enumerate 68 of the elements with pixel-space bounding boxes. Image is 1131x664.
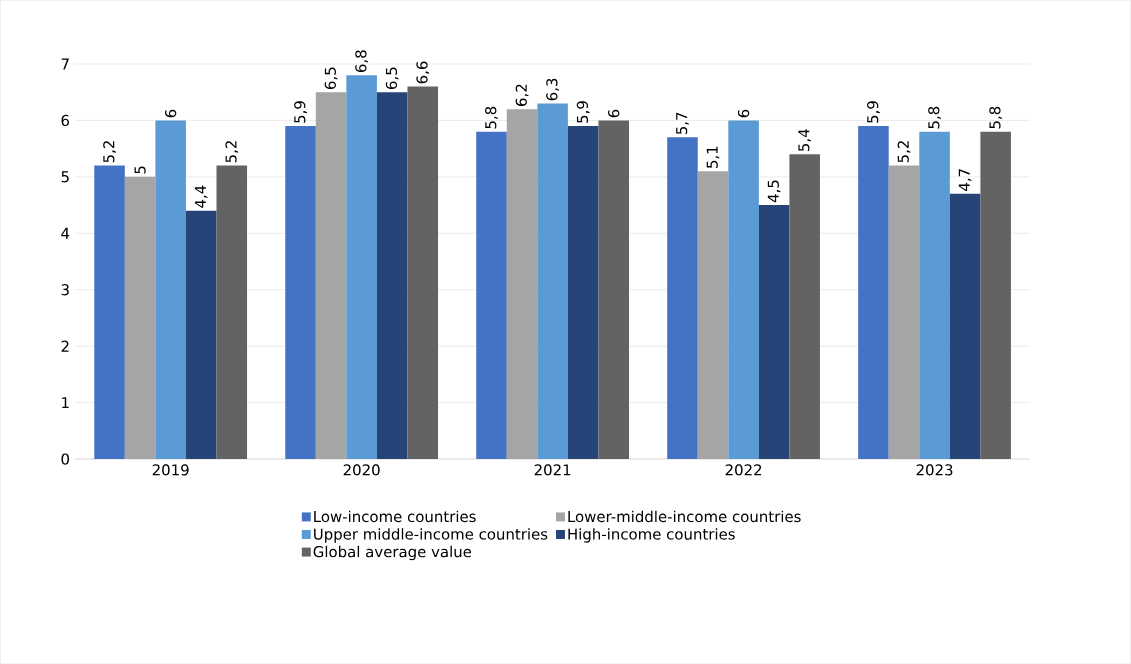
bar: [598, 120, 629, 459]
bar: [506, 109, 538, 459]
data-label: 6,5: [324, 67, 338, 89]
data-label: 6,8: [355, 50, 369, 72]
bar: [476, 131, 507, 459]
bar: [376, 92, 408, 459]
data-label: 6: [608, 109, 620, 118]
data-label: 5: [134, 166, 146, 174]
x-tick-label: 2022: [725, 464, 762, 476]
bar: [537, 103, 568, 459]
data-label: 4,7: [958, 169, 972, 191]
data-label: 5,8: [485, 106, 498, 129]
legend-label: Low-income countries: [314, 510, 476, 523]
bar: [346, 75, 377, 459]
y-tick-label: 4: [61, 227, 70, 239]
bar: [407, 86, 439, 459]
data-label: 4,5: [767, 180, 781, 203]
bar: [216, 165, 248, 459]
bar: [919, 131, 950, 459]
legend-label: High-income countries: [568, 528, 735, 543]
data-label: 5,2: [103, 141, 116, 163]
data-label: 5,1: [706, 146, 720, 168]
data-label: 4,4: [194, 185, 208, 208]
y-tick-label: 0: [61, 453, 70, 465]
data-label: 5,8: [989, 106, 1003, 129]
x-tick-label: 2020: [343, 464, 380, 476]
data-label: 5,8: [928, 106, 941, 129]
bar: [949, 193, 981, 459]
bar: [758, 205, 790, 459]
bar: [667, 137, 698, 459]
bar: [567, 126, 599, 459]
bar: [980, 131, 1011, 459]
data-label: 5,2: [897, 141, 911, 163]
x-tick-label: 2019: [152, 464, 189, 476]
bar: [285, 126, 316, 459]
data-label: 6,2: [515, 84, 529, 106]
legend-label: Global average value: [313, 545, 472, 561]
bar: [697, 171, 729, 459]
bar: [888, 165, 920, 459]
y-tick-label: 7: [61, 58, 69, 70]
data-label: 5,4: [798, 129, 812, 151]
x-tick-label: 2021: [534, 464, 571, 476]
data-label: 6,6: [416, 61, 430, 84]
bar: [789, 154, 820, 459]
data-label: 6,3: [546, 78, 560, 101]
bar: [185, 210, 217, 459]
data-label: 6,5: [385, 67, 399, 89]
y-tick-label: 1: [62, 397, 69, 408]
data-label: 5,7: [676, 112, 689, 134]
y-tick-label: 2: [61, 340, 69, 352]
legend-label: Lower-middle-income countries: [568, 510, 801, 523]
bar: [155, 120, 186, 459]
data-label: 5,2: [225, 141, 239, 163]
y-tick-label: 5: [61, 171, 69, 183]
bar: [124, 176, 156, 459]
data-label: 5,9: [576, 101, 590, 123]
bar: [858, 126, 889, 459]
bar: [315, 92, 347, 459]
data-label: 6: [737, 109, 750, 118]
data-label: 5,9: [867, 101, 880, 123]
y-tick-label: 6: [61, 114, 70, 127]
legend-label: Upper middle-income countries: [314, 528, 548, 543]
bar: [728, 120, 759, 459]
x-tick-label: 2023: [916, 464, 953, 476]
bar: [94, 165, 125, 459]
data-label: 5,9: [294, 101, 307, 123]
y-tick-label: 3: [61, 284, 69, 296]
data-label: 6: [165, 109, 177, 118]
